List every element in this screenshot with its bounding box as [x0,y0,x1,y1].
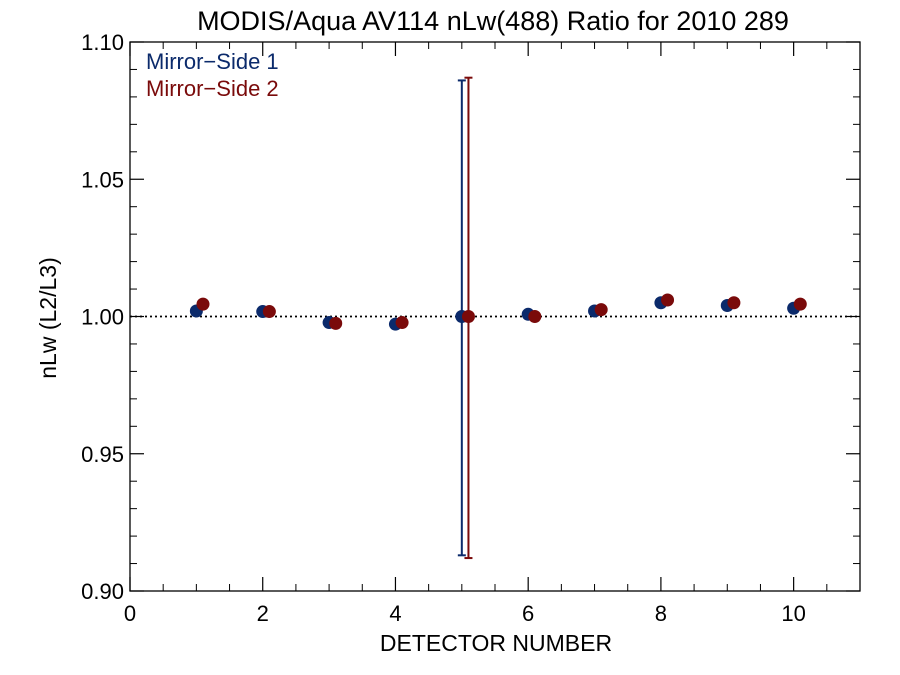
axis-ticks: 0 2 4 6 8 10 0.90 0.95 1.00 1.05 1.10 [81,30,860,626]
x-tick-label: 0 [124,601,136,626]
x-axis-label: DETECTOR NUMBER [380,630,612,656]
y-tick-label: 0.90 [81,579,124,604]
data-point-series-2 [329,316,343,330]
legend-entry: Mirror−Side 2 [146,76,279,101]
x-tick-label: 8 [655,601,667,626]
data-point-series-2 [196,297,210,311]
data-point-series-2 [395,316,409,330]
chart-title: MODIS/Aqua AV114 nLw(488) Ratio for 2010… [197,6,789,36]
x-tick-label: 6 [522,601,534,626]
data-point-series-2 [461,310,475,323]
y-tick-label: 1.05 [81,167,124,192]
data-point-series-2 [661,293,675,307]
data-point-series-2 [793,297,807,311]
data-point-series-2 [528,310,542,323]
y-tick-label: 1.00 [81,305,124,330]
y-axis-label: nLw (L2/L3) [35,257,61,378]
data-point-series-2 [262,305,276,319]
legend-entry: Mirror−Side 1 [146,49,279,74]
data-point-series-2 [727,296,741,310]
y-tick-label: 0.95 [81,442,124,467]
data-points [189,293,807,331]
y-tick-label: 1.10 [81,30,124,55]
x-tick-label: 10 [781,601,805,626]
data-point-series-2 [594,303,608,317]
x-tick-label: 4 [389,601,401,626]
x-tick-label: 2 [257,601,269,626]
